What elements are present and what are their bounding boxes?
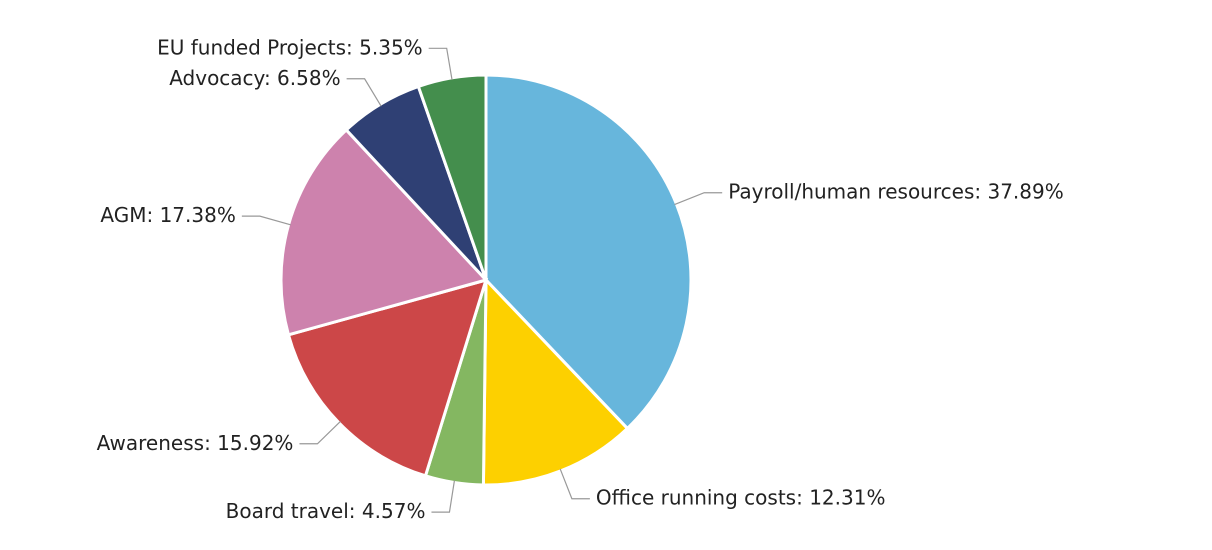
slice-value: 12.31% xyxy=(809,485,885,509)
slice-category: AGM xyxy=(100,203,146,227)
label-separator: : xyxy=(346,35,359,59)
slice-value: 17.38% xyxy=(160,203,236,227)
leader-line xyxy=(241,215,291,226)
label-separator: : xyxy=(204,430,217,454)
slice-category: Advocacy xyxy=(169,65,265,89)
slice-label: Board travel: 4.57% xyxy=(226,499,426,523)
leader-line xyxy=(674,192,723,206)
slice-label: EU funded Projects: 5.35% xyxy=(157,35,423,59)
label-separator: : xyxy=(796,485,809,509)
slice-value: 37.89% xyxy=(987,179,1063,203)
slice-label: Payroll/human resources: 37.89% xyxy=(728,179,1064,203)
slice-category: Board travel xyxy=(226,499,349,523)
slice-category: EU funded Projects xyxy=(157,35,346,59)
slice-category: Awareness xyxy=(97,430,204,454)
leader-line xyxy=(299,421,341,445)
slice-label: Advocacy: 6.58% xyxy=(169,65,340,89)
slice-category: Office running costs xyxy=(596,485,796,509)
leader-line xyxy=(346,78,382,107)
slice-value: 5.35% xyxy=(359,35,423,59)
label-separator: : xyxy=(264,65,277,89)
slice-value: 4.57% xyxy=(362,499,426,523)
slice-label: Awareness: 15.92% xyxy=(97,430,294,454)
label-separator: : xyxy=(349,499,362,523)
label-separator: : xyxy=(974,179,987,203)
label-separator: : xyxy=(146,203,159,227)
slice-value: 6.58% xyxy=(277,65,341,89)
leader-line xyxy=(428,47,453,80)
leader-line xyxy=(431,480,456,513)
slice-category: Payroll/human resources xyxy=(728,179,974,203)
slice-label: AGM: 17.38% xyxy=(100,203,235,227)
leader-line xyxy=(559,468,590,500)
slice-value: 15.92% xyxy=(217,430,293,454)
slice-label: Office running costs: 12.31% xyxy=(596,485,886,509)
